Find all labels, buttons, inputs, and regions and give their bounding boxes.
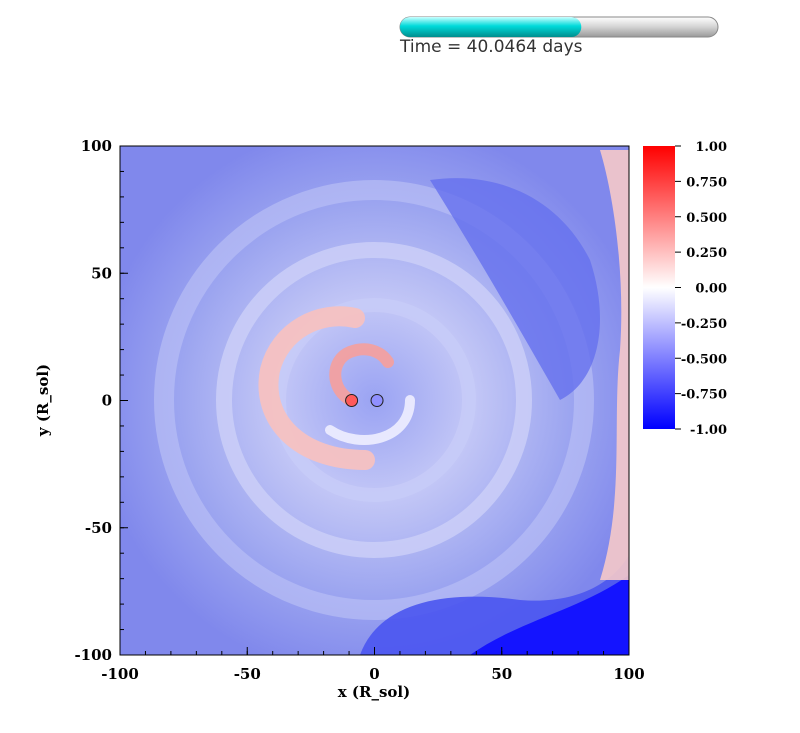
colorbar-tick-label: 0.750 [686, 175, 727, 190]
colorbar-tick-label: 1.00 [695, 140, 727, 155]
marker-layer [345, 394, 384, 407]
colorbar-tick-label: 0.250 [686, 246, 727, 261]
dark-region-upper-right [430, 178, 600, 400]
colorbar-tick-label: -1.00 [690, 423, 727, 438]
y-axis: 100 50 0 -50 -100 [74, 137, 128, 664]
x-tick-label: 100 [613, 665, 644, 683]
red-edge-right [600, 150, 629, 580]
x-tick-label: 0 [369, 665, 379, 683]
y-tick-label: 100 [81, 137, 112, 155]
time-progress-bar [399, 16, 719, 38]
y-axis-label: y (R_sol) [34, 364, 52, 437]
spiral-arm-white [325, 395, 415, 445]
spiral-arm-red-outer [258, 306, 375, 470]
deep-blue-corner [470, 575, 629, 655]
y-tick-label: 50 [91, 264, 112, 282]
colorbar-tick-label: 0.500 [686, 211, 727, 226]
colorbar-tick-label: -0.250 [681, 317, 727, 332]
particle-1-marker [345, 394, 359, 407]
x-axis-label: x (R_sol) [338, 683, 410, 701]
colorbar-tick-label: -0.750 [681, 388, 727, 403]
colorbar: 1.00 0.750 0.500 0.250 0.00 -0.250 -0.500 -0.75… [643, 140, 727, 438]
time-readout: Time = 40.0464 days [400, 37, 583, 57]
colorbar-gradient [643, 146, 675, 429]
particle-2-marker [370, 394, 384, 407]
x-tick-label: -100 [101, 665, 139, 683]
colorbar-ticks: 1.00 0.750 0.500 0.250 0.00 -0.250 -0.500 -0.75… [675, 140, 727, 438]
plot-area [120, 146, 629, 655]
swirl-ring-outer [154, 180, 594, 620]
y-tick-label: 0 [102, 392, 112, 410]
x-tick-label: -50 [234, 665, 261, 683]
y-tick-label: -100 [74, 646, 112, 664]
x-tick-label: 50 [491, 665, 512, 683]
y-tick-label: -50 [85, 519, 112, 537]
colorbar-tick-label: -0.500 [681, 352, 727, 367]
x-axis: -100 -50 0 50 100 [101, 647, 645, 683]
time-progress-fill [400, 17, 582, 37]
colorbar-tick-label: 0.00 [695, 282, 727, 297]
swirl-ring-mid [216, 242, 532, 558]
spiral-arm-red-inner [329, 343, 394, 407]
